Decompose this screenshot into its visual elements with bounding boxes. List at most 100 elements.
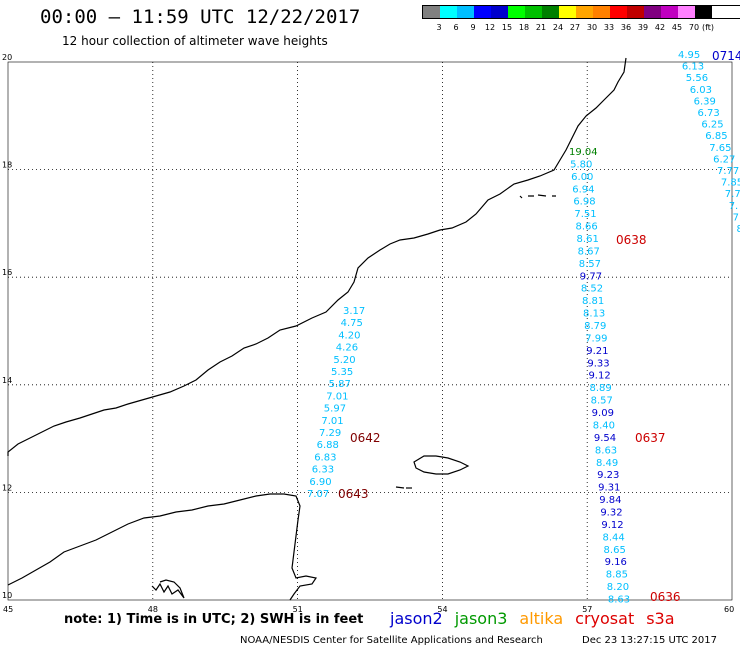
swh-reading-west: 6.90: [309, 477, 331, 488]
legend-label: 42: [654, 23, 666, 32]
legend-swatch: [525, 6, 542, 18]
pass-id-label: 0643: [338, 487, 369, 501]
legend-label: 18: [518, 23, 530, 32]
swh-reading-east: 7.77: [717, 166, 739, 177]
swh-reading-west: 5.87: [329, 379, 351, 390]
swh-reading-east: 6.73: [698, 108, 720, 119]
swh-reading-east: 5.56: [686, 73, 708, 84]
y-tick-label: 20: [2, 53, 12, 62]
legend-swatch: [593, 6, 610, 18]
swh-reading-middle: 9.23: [597, 470, 619, 481]
swh-reading-west: 6.83: [314, 452, 336, 463]
swh-reading-east: 7.85: [721, 178, 740, 189]
legend-swatch: [542, 6, 559, 18]
swh-reading-middle: 8.66: [575, 222, 597, 233]
swh-reading-middle: 9.21: [586, 346, 608, 357]
map-subtitle: 12 hour collection of altimeter wave hei…: [62, 34, 328, 48]
swh-reading-east: 6.39: [694, 96, 716, 107]
legend-swatches: [422, 5, 740, 19]
y-tick-label: 14: [2, 376, 12, 385]
swh-reading-middle: 19.04: [569, 147, 598, 158]
swh-reading-west: 7.29: [319, 428, 341, 439]
swh-reading-west: 6.88: [317, 440, 339, 451]
x-tick-label: 57: [582, 605, 592, 614]
legend-label: 12: [484, 23, 496, 32]
swh-reading-middle: 8.52: [581, 284, 603, 295]
swh-reading-east: 7.7: [725, 189, 740, 200]
legend-label: 6: [453, 23, 459, 32]
x-tick-label: 48: [148, 605, 158, 614]
swh-reading-west: 4.20: [338, 330, 360, 341]
swh-reading-middle: 8.67: [578, 246, 600, 257]
legend-label: 39: [637, 23, 649, 32]
coastline-arabian: [7, 57, 627, 456]
legend-label: 21: [535, 23, 547, 32]
legend-label: 15: [501, 23, 513, 32]
legend-swatch: [695, 6, 712, 18]
legend-label: 70: [688, 23, 700, 32]
timestamp-text: Dec 23 13:27:15 UTC 2017: [582, 635, 717, 646]
swh-reading-middle: 8.63: [595, 445, 617, 456]
swh-reading-west: 7.07: [307, 489, 329, 500]
y-tick-label: 10: [2, 591, 12, 600]
x-tick-label: 60: [724, 605, 734, 614]
swh-reading-middle: 8.79: [584, 321, 606, 332]
swh-reading-middle: 8.65: [604, 545, 626, 556]
legend-labels: 3 6 9 12 15 18 21 24 27 30 33 36 39 42 45 70 (ft): [422, 23, 740, 37]
swh-reading-middle: 8.89: [590, 383, 612, 394]
legend-label: 9: [470, 23, 476, 32]
swh-reading-west: 4.75: [341, 318, 363, 329]
swh-reading-middle: 9.84: [599, 495, 621, 506]
swh-reading-west: 7.01: [321, 416, 343, 427]
swh-reading-east: 4.95: [678, 50, 700, 61]
legend-swatch: [474, 6, 491, 18]
credit-text: NOAA/NESDIS Center for Satellite Applica…: [240, 635, 543, 646]
map-frame: [7, 61, 733, 601]
satellite-name: altika: [519, 609, 564, 628]
swh-reading-middle: 9.12: [601, 520, 623, 531]
swh-reading-middle: 8.57: [579, 259, 601, 270]
legend-swatch: [508, 6, 525, 18]
swh-reading-east: 7: [733, 212, 739, 223]
legend-unit: (ft): [701, 23, 715, 32]
swh-reading-middle: 8.85: [606, 570, 628, 581]
satellite-name: jason3: [454, 609, 508, 628]
y-tick-label: 16: [2, 268, 12, 277]
pass-id-label: 0637: [635, 431, 666, 445]
swh-reading-west: 5.35: [331, 367, 353, 378]
swh-reading-middle: 9.32: [600, 507, 622, 518]
abd-al-kuri-island: [395, 486, 405, 489]
swh-reading-middle: 8.13: [583, 309, 605, 320]
legend-swatch: [661, 6, 678, 18]
pass-id-label: 0642: [350, 431, 381, 445]
swh-reading-west: 5.20: [333, 355, 355, 366]
coastline: [7, 57, 627, 601]
satellite-name: jason2: [390, 609, 443, 628]
swh-reading-west: 3.17: [343, 306, 365, 317]
coastline-somalia: [7, 493, 317, 601]
swh-reading-middle: 9.33: [587, 358, 609, 369]
altimeter-tracks: 3.174.754.204.265.205.355.877.015.977.01…: [307, 50, 740, 605]
kuria-muria-islands: [519, 194, 556, 199]
swh-reading-east: 6.85: [705, 131, 727, 142]
hafun-shoreline-scribble: [151, 579, 185, 599]
swh-reading-west: 7.01: [326, 391, 348, 402]
swh-reading-middle: 9.54: [594, 433, 616, 444]
pass-id-label: 0636: [650, 590, 681, 604]
swh-reading-middle: 9.12: [588, 371, 610, 382]
swh-reading-middle: 8.61: [577, 234, 599, 245]
pass-id-label: 0638: [616, 233, 647, 247]
swh-reading-middle: 6.98: [573, 197, 595, 208]
swh-reading-east: 6.27: [713, 154, 735, 165]
socotra-island: [413, 455, 470, 475]
swh-reading-middle: 9.77: [580, 271, 602, 282]
legend-label: 24: [552, 23, 564, 32]
legend-swatch: [440, 6, 457, 18]
x-tick-label: 54: [437, 605, 447, 614]
legend-label: 45: [671, 23, 683, 32]
legend-label: 27: [569, 23, 581, 32]
y-tick-label: 12: [2, 483, 12, 492]
swh-reading-east: 6.03: [690, 85, 712, 96]
note-text: note: 1) Time is in UTC; 2) SWH is in fe…: [64, 612, 364, 627]
legend-swatch: [457, 6, 474, 18]
